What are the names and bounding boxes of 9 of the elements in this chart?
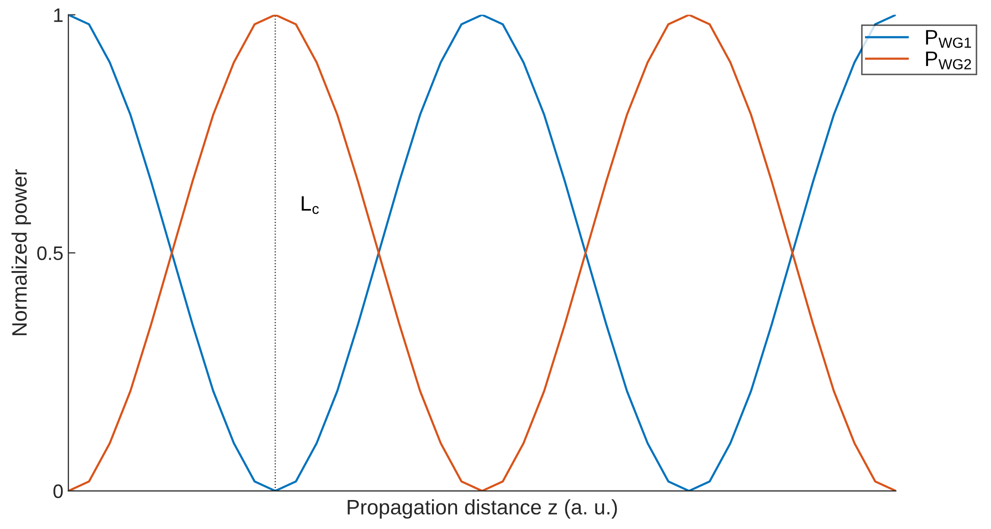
y-tick-label: 0.5	[37, 246, 63, 260]
legend-label: P$_{WG1}$	[926, 30, 971, 48]
y-tick-label: 1	[54, 8, 63, 22]
y-tick-label: 0	[53, 484, 63, 498]
annotation: L$_{c}$	[302, 196, 319, 214]
y-axis-title: Normalized power	[12, 169, 31, 336]
x-axis-title: Propagation distance z (a. u.)	[348, 499, 617, 519]
legend-label: P$_{WG2}$	[926, 52, 971, 70]
line-series	[68, 14, 896, 491]
